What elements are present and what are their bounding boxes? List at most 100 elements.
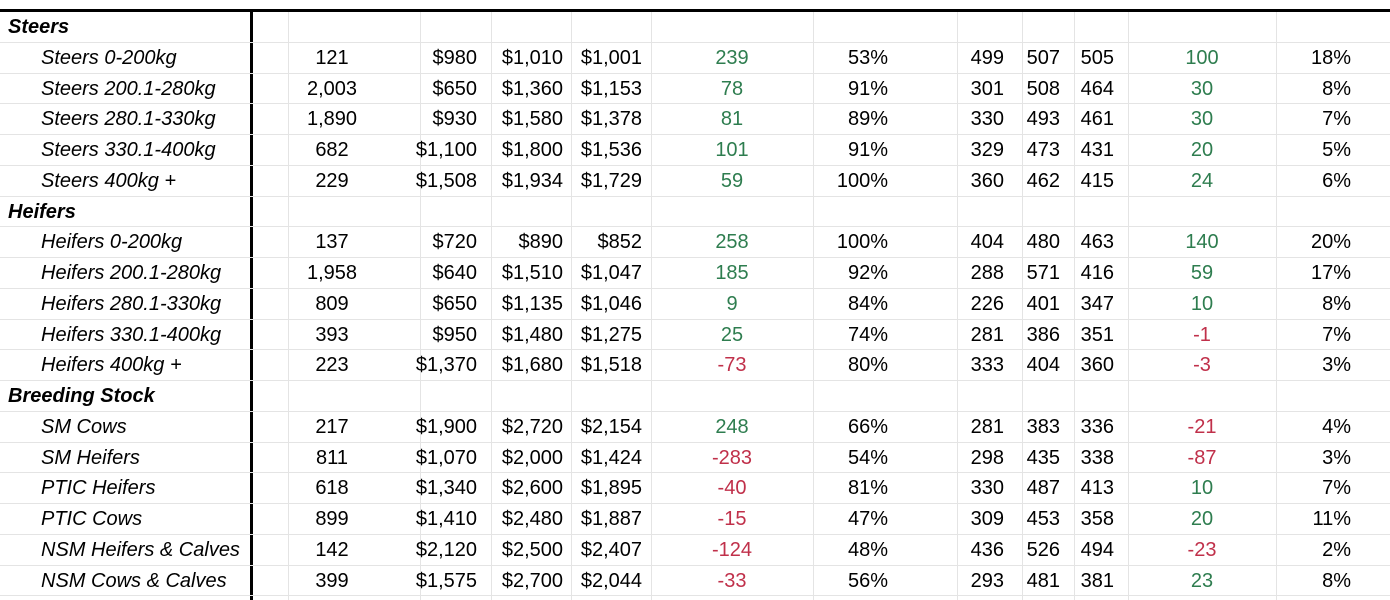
max-price-cell: $1,510 xyxy=(501,262,563,284)
group-header-row: Steers xyxy=(0,12,1390,43)
head-count-cell: 137 xyxy=(315,231,349,254)
clearance-pct-cell: 47% xyxy=(847,508,888,530)
min-ckg-cell: 333 xyxy=(970,354,1004,377)
gridline xyxy=(651,12,652,600)
max-price-cell: $2,000 xyxy=(501,446,563,469)
ckg-pct-cell: 8% xyxy=(1322,569,1351,592)
max-ckg-cell: 493 xyxy=(1026,108,1060,131)
category-label: NSM Heifers & Calves xyxy=(41,538,240,561)
ckg-change-cell: 24 xyxy=(1190,169,1214,192)
avg-ckg-cell: 463 xyxy=(1080,231,1114,254)
ckg-pct-cell: 20% xyxy=(1310,231,1351,254)
max-ckg-cell: 404 xyxy=(1026,354,1060,377)
avg-price-cell: $2,044 xyxy=(580,569,642,592)
ckg-change-cell: 10 xyxy=(1190,477,1214,500)
min-price-cell: $640 xyxy=(432,262,478,284)
group-header: Breeding Stock xyxy=(8,385,155,407)
ckg-change-cell: 100 xyxy=(1185,46,1219,69)
clearance-pct-cell: 53% xyxy=(847,46,888,69)
price-change-cell: -73 xyxy=(717,354,747,377)
avg-ckg-cell: 461 xyxy=(1080,108,1114,131)
category-label: Steers 200.1-280kg xyxy=(41,77,216,100)
clearance-pct-cell: 89% xyxy=(847,108,888,131)
category-label: Heifers 400kg + xyxy=(41,354,182,377)
max-price-cell: $1,360 xyxy=(501,77,563,100)
min-price-cell: $1,340 xyxy=(415,477,477,500)
clearance-pct-cell: 66% xyxy=(847,415,888,438)
max-ckg-cell: 386 xyxy=(1026,323,1060,346)
head-count-cell: 393 xyxy=(315,323,349,346)
table-row: PTIC Heifers 618 $1,340 $2,600 $1,895 -40 81% 3… xyxy=(0,473,1390,504)
avg-ckg-cell: 336 xyxy=(1080,415,1114,438)
min-price-cell: $1,900 xyxy=(415,415,477,438)
gridline xyxy=(571,12,572,600)
max-ckg-cell: 487 xyxy=(1026,477,1060,500)
category-label: Steers 400kg + xyxy=(41,169,177,192)
avg-ckg-cell: 494 xyxy=(1080,538,1114,561)
head-count-cell: 223 xyxy=(315,354,349,377)
avg-ckg-cell: 416 xyxy=(1080,262,1114,284)
ckg-change-cell: 10 xyxy=(1190,292,1214,315)
min-price-cell: $1,370 xyxy=(415,354,477,377)
price-change-cell: -40 xyxy=(717,477,747,500)
ckg-pct-cell: 6% xyxy=(1322,169,1351,192)
head-count-cell: 217 xyxy=(315,415,349,438)
gridline xyxy=(1074,12,1075,600)
head-count-cell: 618 xyxy=(315,477,349,500)
min-ckg-cell: 309 xyxy=(970,508,1004,530)
head-count-cell: 809 xyxy=(315,292,349,315)
ckg-pct-cell: 11% xyxy=(1312,508,1351,530)
head-count-cell: 811 xyxy=(316,446,348,469)
ckg-change-cell: 30 xyxy=(1190,77,1214,100)
max-ckg-cell: 401 xyxy=(1026,292,1060,315)
avg-price-cell: $1,729 xyxy=(580,169,642,192)
gridline xyxy=(1022,12,1023,600)
ckg-change-cell: 59 xyxy=(1190,262,1214,284)
price-change-cell: -283 xyxy=(711,446,753,469)
ckg-pct-cell: 17% xyxy=(1310,262,1351,284)
group-header: Steers xyxy=(8,16,70,38)
head-count-cell: 142 xyxy=(315,538,349,561)
table-row: Steers 280.1-330kg 1,890 $930 $1,580 $1,378 8… xyxy=(0,104,1390,135)
min-ckg-cell: 281 xyxy=(970,323,1004,346)
ckg-pct-cell: 7% xyxy=(1322,108,1351,131)
min-price-cell: $930 xyxy=(432,108,478,131)
min-price-cell: $950 xyxy=(432,323,478,346)
head-count-cell: 2,003 xyxy=(306,77,358,100)
category-label: Heifers 280.1-330kg xyxy=(41,292,222,315)
avg-ckg-cell: 381 xyxy=(1080,569,1114,592)
max-price-cell: $2,700 xyxy=(501,569,563,592)
avg-price-cell: $1,887 xyxy=(580,508,642,530)
ckg-pct-cell: 8% xyxy=(1322,77,1351,100)
category-label: PTIC Heifers xyxy=(41,477,156,500)
min-ckg-cell: 288 xyxy=(970,262,1004,284)
min-ckg-cell: 298 xyxy=(970,446,1004,469)
min-ckg-cell: 329 xyxy=(970,139,1004,161)
avg-price-cell: $1,275 xyxy=(580,323,642,346)
clearance-pct-cell: 56% xyxy=(847,569,888,592)
table-row: Heifers 330.1-400kg 393 $950 $1,480 $1,275 25… xyxy=(0,320,1390,351)
category-label: SM Heifers xyxy=(41,446,140,469)
max-ckg-cell: 473 xyxy=(1026,139,1060,161)
clearance-pct-cell: 81% xyxy=(847,477,888,500)
avg-ckg-cell: 338 xyxy=(1080,446,1114,469)
ckg-pct-cell: 5% xyxy=(1322,139,1351,161)
table-row: Heifers 200.1-280kg 1,958 $640 $1,510 $1,047… xyxy=(0,258,1390,289)
top-border xyxy=(0,9,1390,12)
price-change-cell: -33 xyxy=(717,569,747,592)
avg-price-cell: $1,046 xyxy=(580,292,642,315)
clearance-pct-cell: 92% xyxy=(847,262,888,284)
ckg-pct-cell: 2% xyxy=(1322,538,1351,561)
gridline xyxy=(288,12,289,600)
category-label: Heifers 330.1-400kg xyxy=(41,323,222,346)
avg-price-cell: $1,536 xyxy=(580,139,642,161)
ckg-change-cell: 20 xyxy=(1190,508,1214,530)
max-price-cell: $2,600 xyxy=(501,477,563,500)
min-ckg-cell: 404 xyxy=(970,231,1004,254)
min-ckg-cell: 293 xyxy=(970,569,1004,592)
max-ckg-cell: 462 xyxy=(1026,169,1060,192)
gridline xyxy=(1128,12,1129,600)
price-change-cell: 248 xyxy=(715,415,749,438)
category-label: Steers 280.1-330kg xyxy=(41,108,216,131)
gridline xyxy=(1276,12,1277,600)
